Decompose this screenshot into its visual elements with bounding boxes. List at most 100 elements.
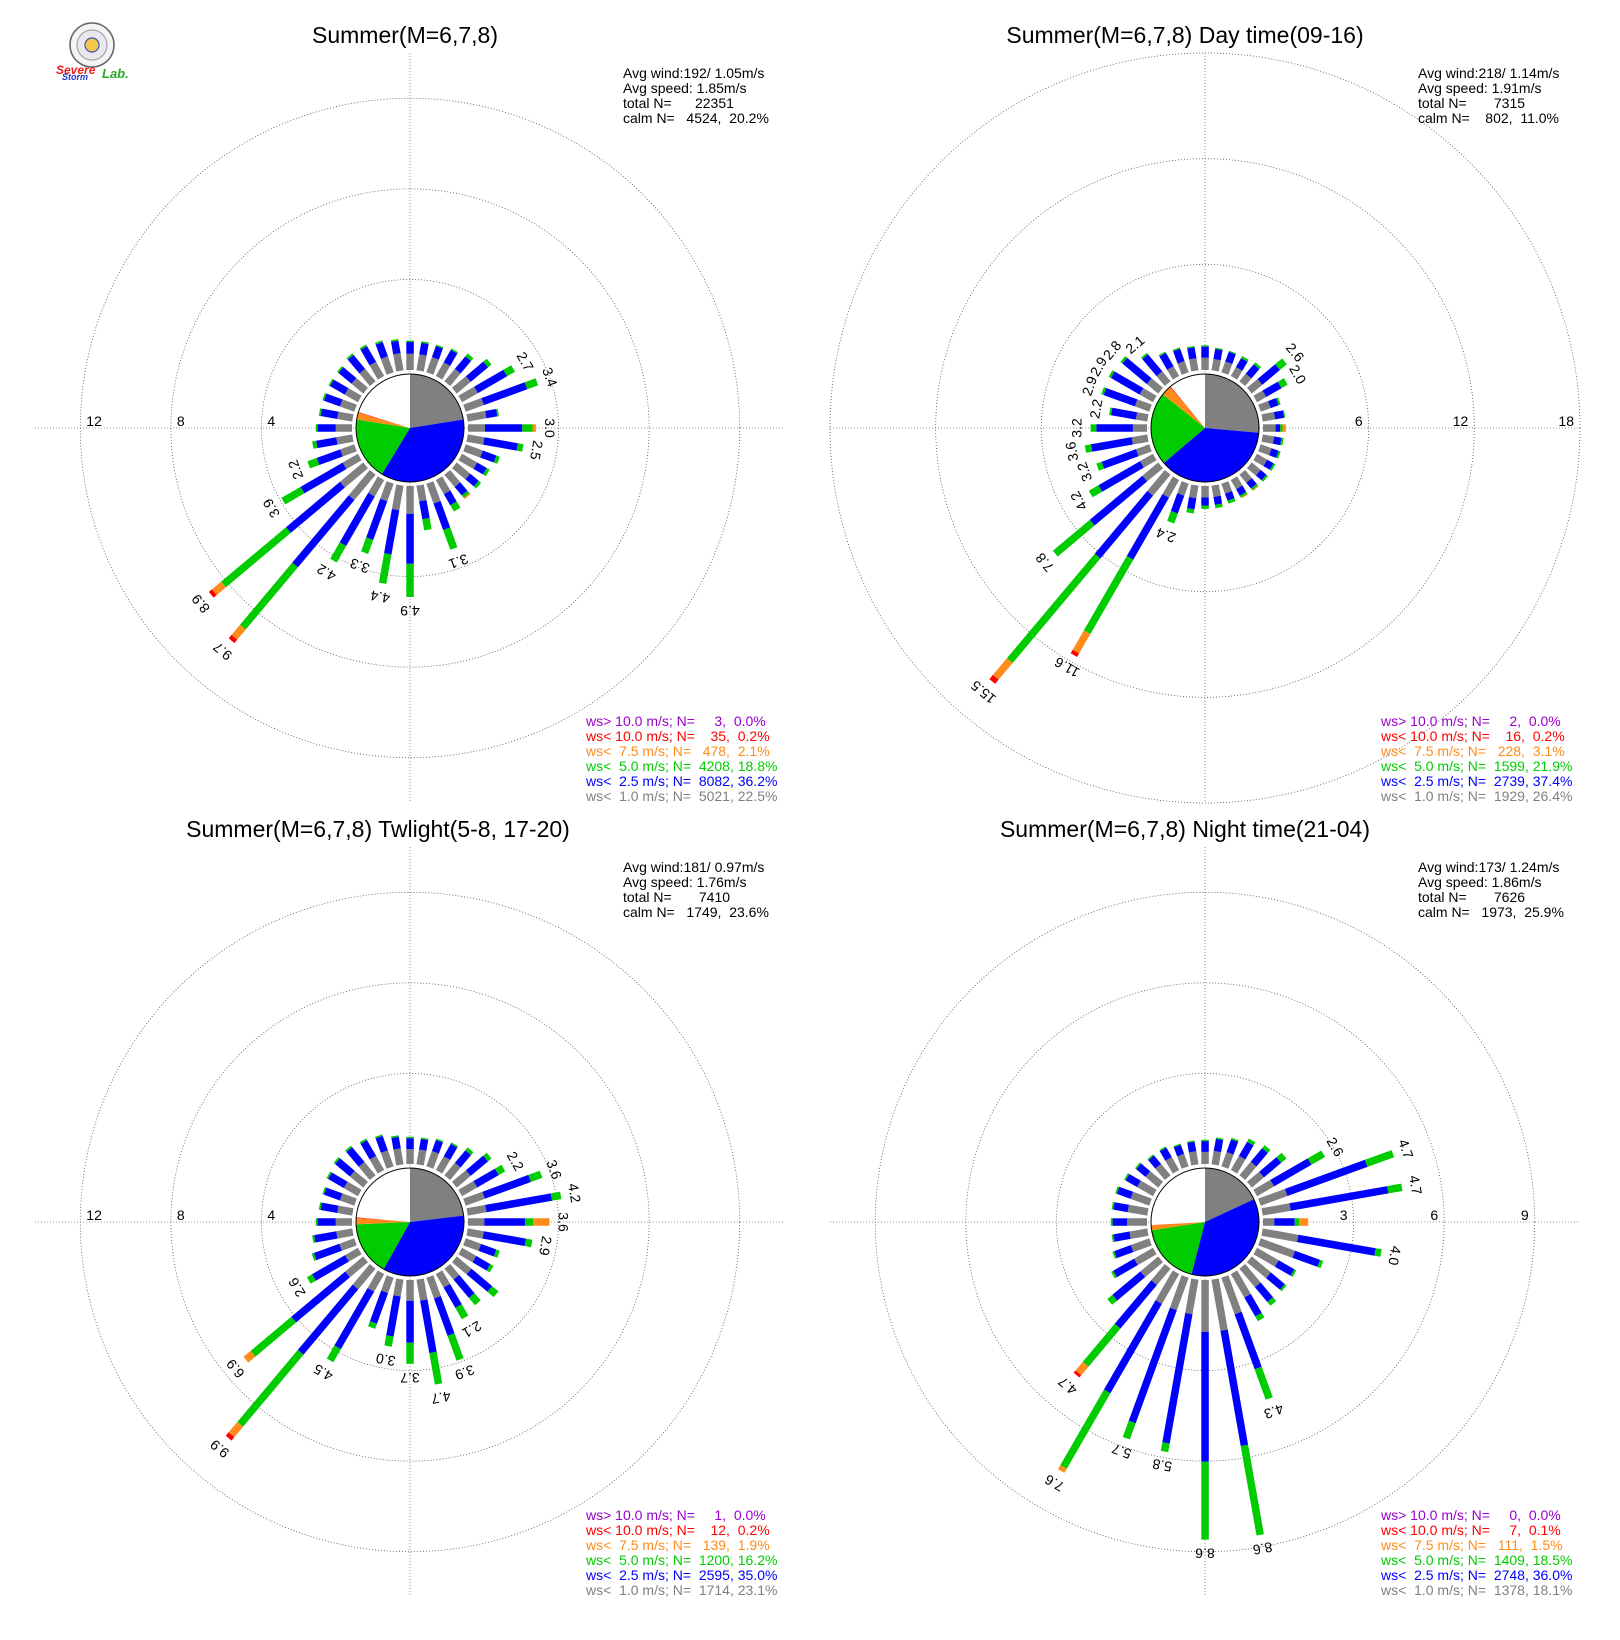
bar-segment	[237, 1349, 304, 1427]
bar-segment	[380, 356, 394, 375]
bar-segment	[524, 378, 539, 390]
bar-value-label: 4.2	[1067, 488, 1091, 513]
bar-dir-30	[1230, 1138, 1256, 1174]
bar-dir-70	[1258, 397, 1281, 412]
bar-segment	[435, 1156, 451, 1174]
bar-dir-270	[315, 424, 352, 432]
bar-segment	[1158, 351, 1166, 357]
bar-segment	[1058, 1465, 1067, 1473]
bar-dir-200	[361, 481, 394, 554]
bar-value-label: 2.9	[536, 1235, 555, 1257]
bar-segment	[281, 486, 305, 505]
bar-dir-210	[1058, 1270, 1180, 1473]
bar-segment	[468, 424, 485, 432]
bar-segment	[1235, 358, 1248, 371]
bar-segment	[380, 481, 394, 502]
bar-segment	[485, 1193, 553, 1213]
bar-segment	[243, 1350, 256, 1363]
bar-segment	[461, 490, 470, 498]
bar-segment	[336, 1228, 354, 1239]
bar-segment	[1253, 1247, 1279, 1267]
bar-segment	[348, 470, 376, 501]
bar-segment	[1101, 387, 1107, 396]
bar-dir-280	[1109, 407, 1149, 422]
legend-entry: ws> 10.0 m/s; N= 0, 0.0%	[1380, 1507, 1561, 1523]
bar-dir-30	[435, 348, 459, 380]
bar-dir-150	[435, 476, 461, 512]
legend-entry: ws< 1.0 m/s; N= 1929, 26.4%	[1380, 788, 1572, 804]
bar-segment	[312, 440, 318, 449]
bar-segment	[1111, 1201, 1115, 1210]
bar-segment	[345, 1247, 362, 1262]
bar-dir-160	[426, 481, 458, 550]
bar-segment	[516, 443, 524, 452]
bar-segment	[550, 1191, 562, 1201]
bar-dir-60	[1253, 1150, 1326, 1197]
bar-dir-110	[1258, 444, 1281, 459]
bar-segment	[1075, 1361, 1089, 1376]
bar-dir-190	[384, 1278, 404, 1347]
bar-value-label: 2.4	[1154, 524, 1178, 546]
bar-dir-110	[463, 1238, 500, 1258]
stat-calm: calm N= 4524, 20.2%	[623, 110, 769, 126]
bar-dir-180	[1201, 486, 1209, 509]
bar-segment	[1130, 1238, 1152, 1253]
stat-avg-speed: Avg speed: 1.85m/s	[623, 80, 746, 96]
bar-segment	[1052, 519, 1095, 557]
bar-dir-210	[1070, 476, 1180, 657]
bar-segment	[384, 1335, 394, 1347]
bar-segment	[393, 353, 404, 372]
bar-value-label: 5.8	[1151, 1456, 1173, 1475]
radial-ring	[261, 1073, 559, 1371]
bar-segment	[419, 500, 430, 520]
bar-segment	[1114, 1245, 1134, 1259]
bar-segment	[1252, 485, 1259, 491]
bar-dir-150	[435, 1270, 469, 1320]
bar-segment	[463, 493, 471, 500]
bar-dir-310	[337, 366, 368, 394]
bar-segment	[478, 1243, 497, 1257]
bar-dir-270	[315, 1218, 352, 1226]
bar-dir-340	[375, 1134, 394, 1169]
bar-segment	[1282, 424, 1286, 432]
bar-segment	[416, 354, 427, 372]
bar-segment	[1122, 357, 1152, 385]
bar-segment	[458, 1181, 478, 1197]
bar-segment	[291, 1271, 350, 1323]
bar-segment	[1060, 1389, 1111, 1469]
bar-dir-80	[1261, 1183, 1403, 1216]
legend-entry: ws< 10.0 m/s; N= 35, 0.2%	[585, 728, 770, 744]
bar-segment	[1167, 366, 1180, 380]
legend-entry: ws> 10.0 m/s; N= 3, 0.0%	[585, 713, 766, 729]
bar-segment	[1135, 412, 1149, 422]
radial-ring	[170, 982, 650, 1462]
radial-ring	[1040, 263, 1370, 593]
bar-segment	[323, 1187, 343, 1201]
bar-segment	[339, 1193, 357, 1206]
bar-segment	[1253, 390, 1267, 403]
bar-segment	[443, 527, 458, 550]
bar-segment	[1122, 1420, 1136, 1440]
bar-segment	[1224, 491, 1235, 501]
bar-value-label: 4.7	[1395, 1137, 1417, 1161]
bar-segment	[330, 542, 347, 563]
bar-dir-300	[328, 378, 362, 403]
bar-segment	[486, 1264, 494, 1273]
bar-segment	[1226, 1139, 1239, 1155]
bar-segment	[320, 1202, 339, 1213]
bar-dir-330	[1159, 1146, 1180, 1174]
bar-dir-140	[444, 1264, 481, 1306]
bar-dir-190	[1160, 1278, 1199, 1453]
bar-segment	[450, 501, 461, 512]
radial-tick-label: 12	[1453, 413, 1469, 429]
bar-segment	[1147, 470, 1171, 496]
bar-value-label: 2.7	[513, 349, 537, 374]
bar-segment	[416, 1149, 427, 1166]
bar-segment	[1110, 371, 1144, 395]
bar-dir-320	[1147, 1154, 1171, 1180]
bar-dir-320	[345, 1145, 376, 1180]
radial-tick-label: 8	[177, 413, 185, 429]
bar-segment	[1239, 1264, 1261, 1288]
bar-value-label: 8.6	[1251, 1539, 1273, 1558]
bar-segment	[1165, 1157, 1180, 1174]
